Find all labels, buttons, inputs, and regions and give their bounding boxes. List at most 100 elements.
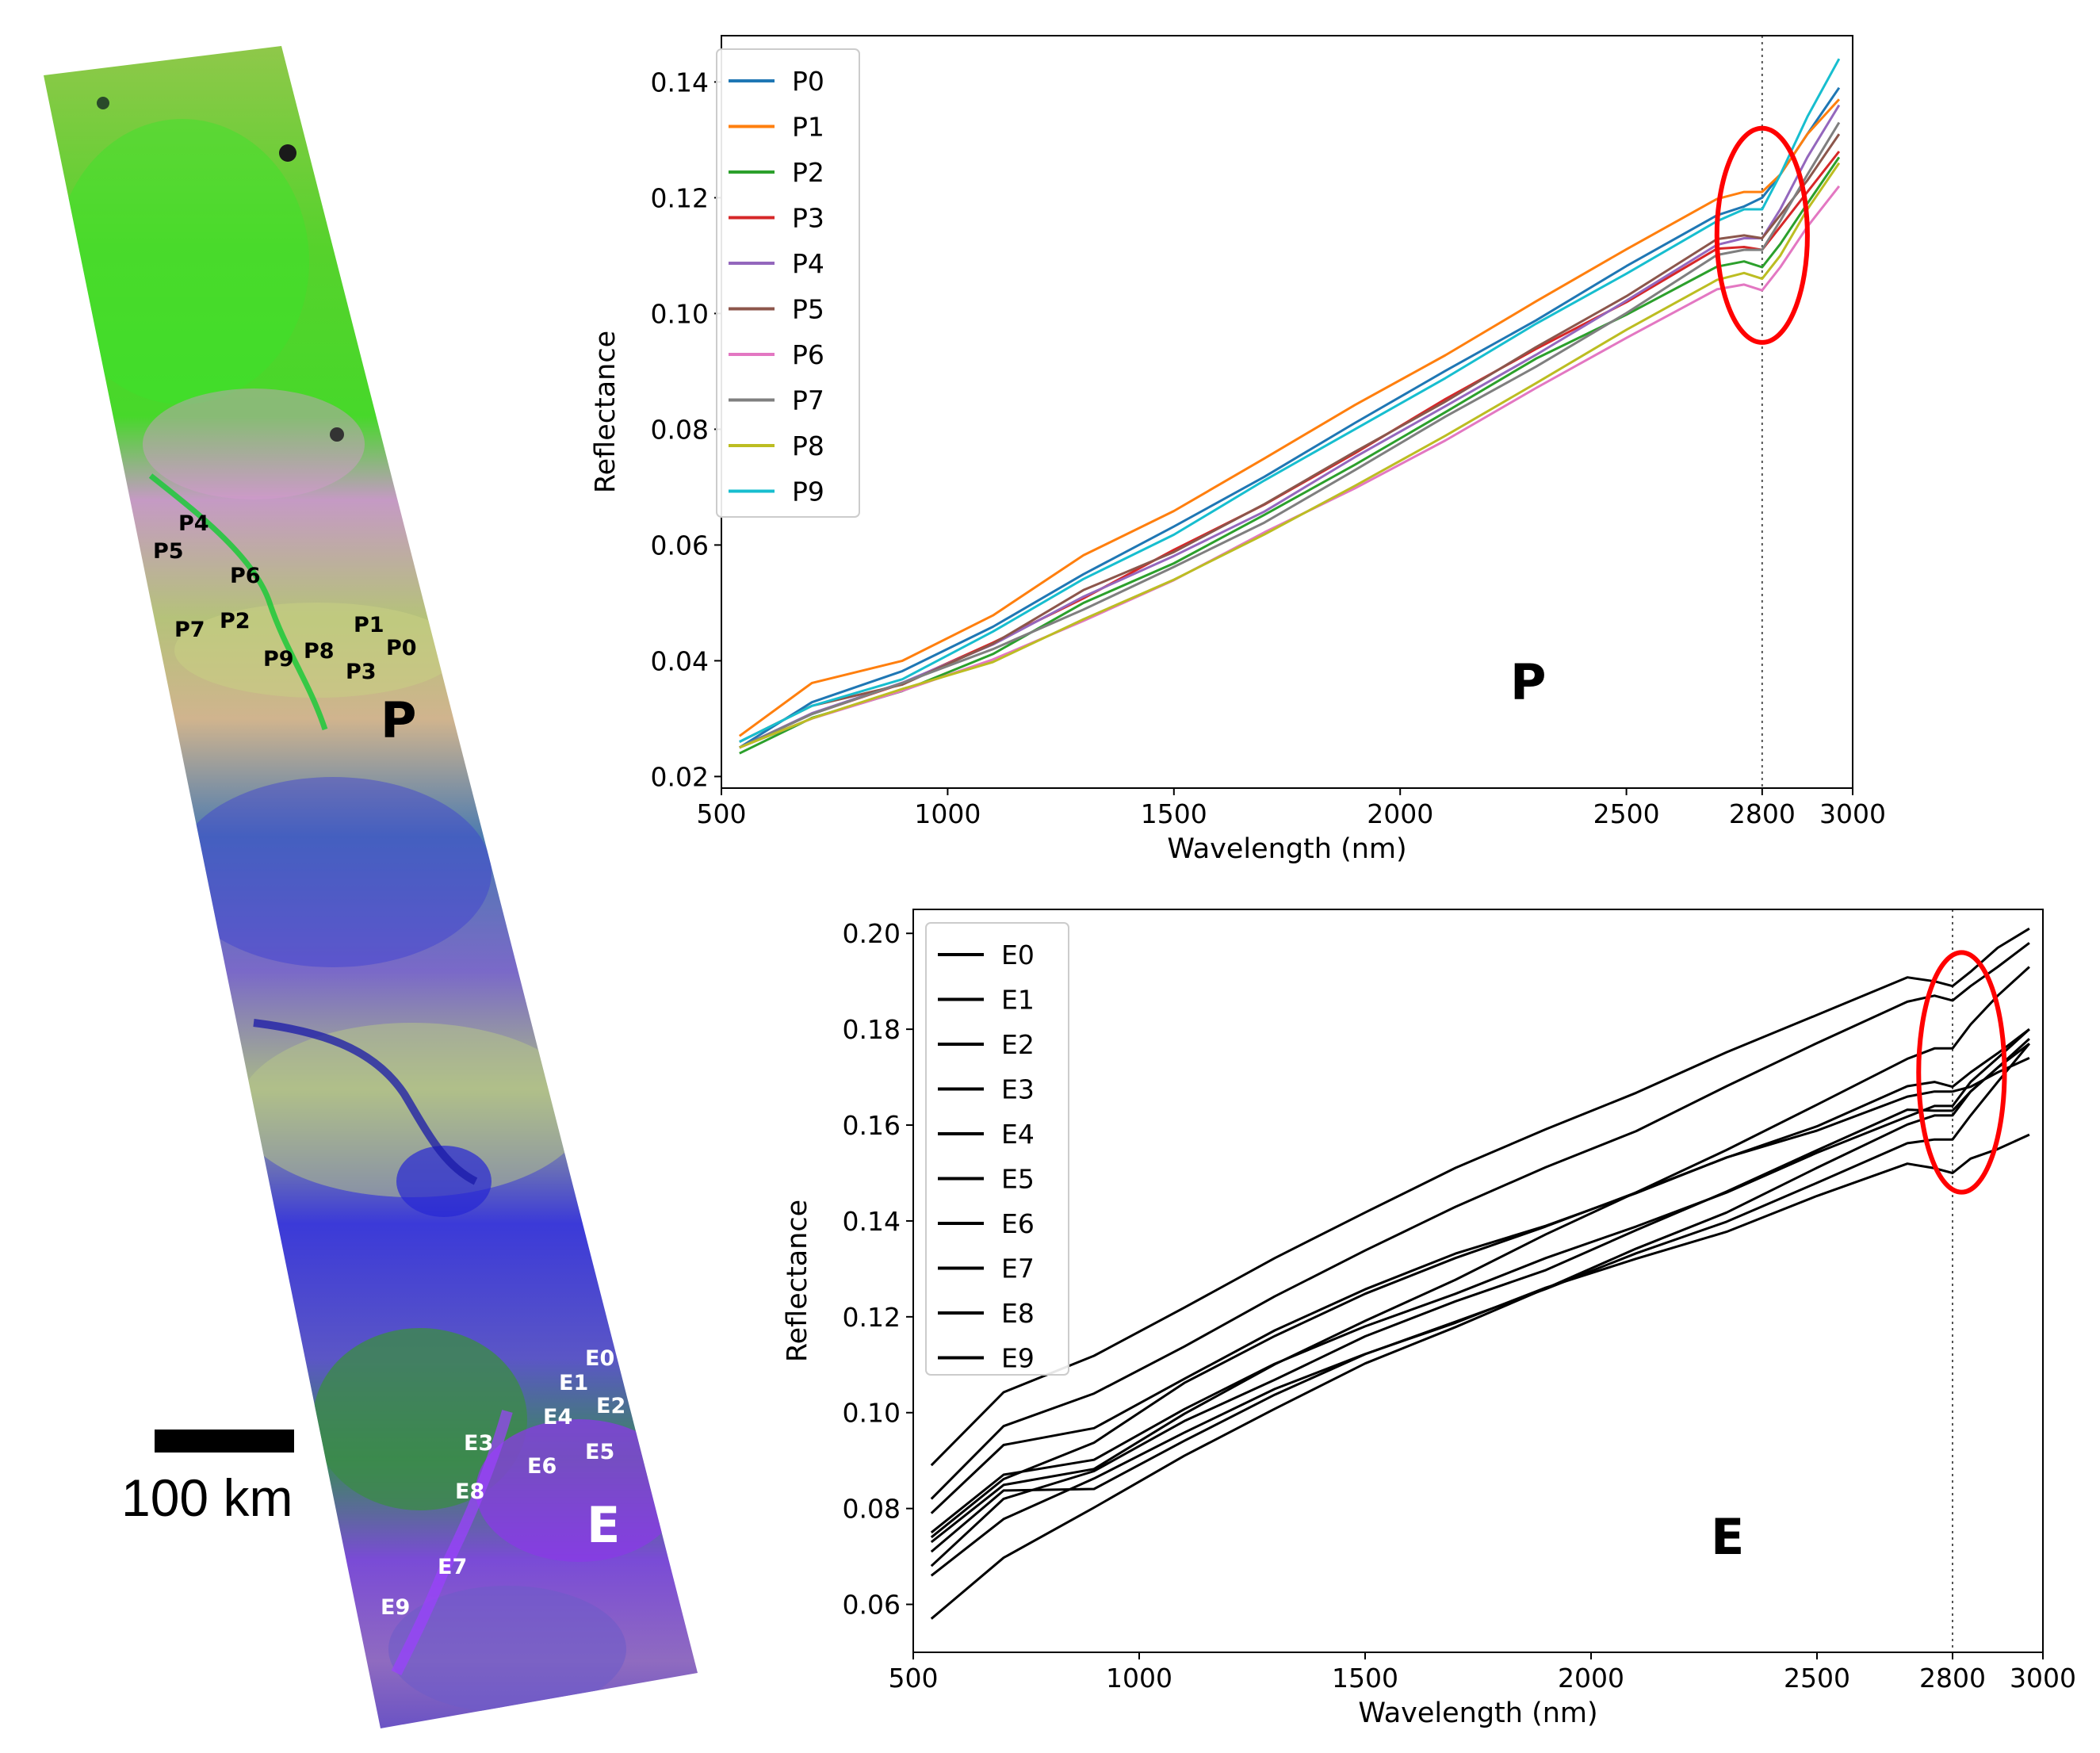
legend-label: P9: [792, 477, 824, 507]
legend-label: P1: [792, 112, 824, 143]
legend-label: E7: [1001, 1254, 1035, 1284]
chart-e-axes-frame: [912, 909, 2044, 1653]
y-tick-label: 0.14: [651, 67, 709, 98]
chart-p-x-axis-label: Wavelength (nm): [1167, 833, 1406, 865]
site-label: P8: [304, 639, 335, 664]
chart-p-y-ticks: 0.02 0.04 0.06 0.08 0.10 0.12 0.14: [651, 67, 721, 792]
legend-label: E9: [1001, 1343, 1035, 1374]
site-label: P9: [263, 647, 294, 672]
series-line-p3: [739, 151, 1841, 749]
region-p-label: P: [381, 691, 416, 749]
x-tick-label: 2500: [1784, 1663, 1850, 1694]
legend-label: E8: [1001, 1298, 1035, 1329]
series-line-e6: [930, 1043, 2030, 1567]
site-label: P3: [346, 660, 377, 684]
x-tick-label: 500: [889, 1663, 939, 1694]
legend-label: E5: [1001, 1164, 1035, 1195]
site-label: P0: [386, 636, 417, 660]
x-tick-label: 1500: [1332, 1663, 1398, 1694]
map-strip: [44, 46, 698, 1728]
x-tick-label: 1000: [1106, 1663, 1172, 1694]
chart-p: 500 1000 1500 2000 2500 2800 3000 0.02 0.04 0.06…: [590, 35, 1886, 865]
y-tick-label: 0.12: [651, 182, 709, 213]
x-tick-label: 2000: [1367, 798, 1433, 829]
series-line-e3: [930, 1043, 2031, 1553]
chart-e-legend: E0 E1 E2 E3 E4 E5 E6 E7 E8 E9: [925, 922, 1069, 1376]
legend-label: E3: [1001, 1074, 1035, 1105]
site-label: P7: [174, 618, 205, 642]
legend-label: E1: [1001, 985, 1035, 1016]
series-line-e8: [930, 1028, 2030, 1534]
series-line-e4: [930, 966, 2030, 1544]
site-label: E3: [464, 1431, 493, 1456]
y-tick-label: 0.08: [843, 1494, 901, 1525]
y-tick-label: 0.06: [651, 530, 709, 561]
legend-label: P8: [792, 431, 824, 461]
chart-e-highlight-ellipse: [1916, 950, 2007, 1195]
x-tick-label: 1000: [914, 798, 981, 829]
site-label: E5: [585, 1440, 614, 1464]
site-label: E4: [543, 1405, 572, 1430]
chart-e-series: [930, 927, 2031, 1620]
x-tick-label: 2500: [1593, 798, 1660, 829]
scale-bar-label: 100 km: [121, 1468, 293, 1527]
chart-p-series: [738, 58, 1841, 755]
y-tick-label: 0.08: [651, 414, 709, 445]
legend-label: P3: [792, 203, 824, 234]
map-terrain-features: [55, 97, 682, 1713]
y-tick-label: 0.14: [843, 1206, 901, 1237]
legend-label: P6: [792, 339, 824, 370]
site-label: E9: [381, 1595, 410, 1620]
x-tick-label: 1500: [1141, 798, 1207, 829]
x-tick-label: 3000: [1819, 798, 1886, 829]
chart-e-y-axis-label: Reflectance: [782, 1200, 813, 1362]
y-tick-label: 0.02: [651, 761, 709, 792]
legend-label: E6: [1001, 1208, 1035, 1239]
series-line-p0: [739, 86, 1841, 749]
series-line-p5: [739, 133, 1841, 743]
series-line-p7: [739, 121, 1841, 749]
chart-e: 500 1000 1500 2000 2500 2800 3000 0.06 0.08 0.10…: [782, 909, 2076, 1729]
chart-e-y-ticks: 0.06 0.08 0.10 0.12 0.14 0.16 0.18 0.20: [843, 918, 913, 1621]
y-tick-label: 0.10: [843, 1398, 901, 1429]
site-label: P2: [220, 609, 251, 633]
map-panel: P4 P5 P6 P7 P2 P1 P0 P9 P8 P3 P E0 E1 E2…: [44, 46, 698, 1728]
series-line-e9: [930, 1057, 2030, 1514]
series-line-e7: [930, 1038, 2030, 1620]
map-site-labels-p: P4 P5 P6 P7 P2 P1 P0 P9 P8 P3: [153, 511, 417, 684]
site-label: P5: [153, 539, 184, 564]
chart-e-x-ticks: 500 1000 1500 2000 2500 2800 3000: [889, 1652, 2076, 1694]
site-label: P6: [230, 564, 261, 588]
region-e-label: E: [587, 1496, 620, 1554]
series-line-p1: [738, 98, 1841, 737]
map-site-labels-e: E0 E1 E2 E4 E3 E6 E5 E8 E7 E9: [381, 1346, 625, 1620]
legend-label: E0: [1001, 940, 1035, 970]
legend-label: P4: [792, 248, 824, 279]
x-tick-label: 2000: [1558, 1663, 1624, 1694]
legend-label: E2: [1001, 1029, 1035, 1060]
chart-e-region-label: E: [1711, 1508, 1744, 1566]
x-tick-label: 2800: [1729, 798, 1796, 829]
y-tick-label: 0.12: [843, 1302, 901, 1333]
site-label: E0: [585, 1346, 614, 1371]
site-label: E6: [527, 1454, 557, 1479]
legend-label: P2: [792, 157, 824, 188]
y-tick-label: 0.10: [651, 298, 709, 329]
legend-box: [925, 922, 1069, 1376]
series-line-p4: [739, 104, 1841, 749]
series-line-p9: [739, 58, 1841, 743]
series-line-p2: [739, 156, 1841, 755]
chart-p-x-ticks: 500 1000 1500 2000 2500 2800 3000: [697, 788, 1886, 829]
series-line-e1: [930, 942, 2030, 1500]
x-tick-label: 3000: [2010, 1663, 2076, 1694]
y-tick-label: 0.04: [651, 645, 709, 676]
legend-label: E4: [1001, 1119, 1035, 1150]
legend-label: P0: [792, 66, 824, 97]
legend-label: P5: [792, 294, 824, 325]
series-line-p8: [739, 162, 1841, 749]
chart-e-x-axis-label: Wavelength (nm): [1358, 1698, 1597, 1729]
chart-p-y-axis-label: Reflectance: [590, 331, 622, 493]
y-tick-label: 0.18: [843, 1014, 901, 1045]
site-label: P4: [178, 511, 209, 536]
